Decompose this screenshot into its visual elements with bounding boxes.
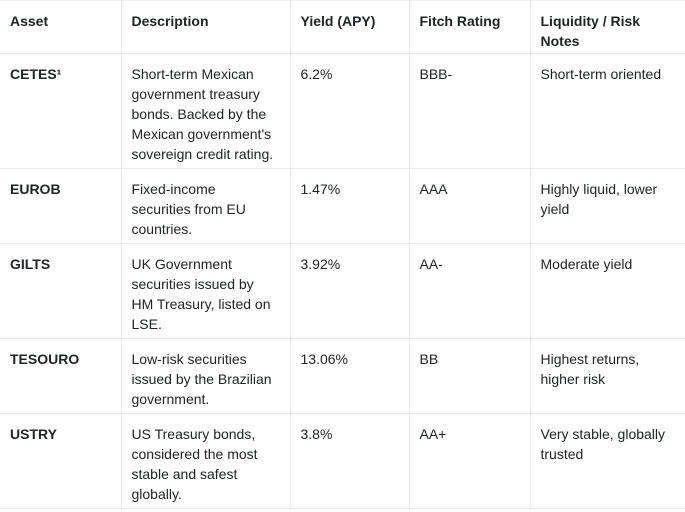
- table-row: TESOURO Low-risk securities issued by th…: [0, 338, 685, 414]
- table-row: GILTS UK Government securities issued by…: [0, 243, 685, 339]
- column-header-description: Description: [121, 0, 291, 54]
- asset-cell: CETES¹: [0, 53, 122, 169]
- asset-cell: GILTS: [0, 243, 122, 339]
- description-cell: US Treasury bonds, considered the most s…: [121, 413, 291, 509]
- description-cell: Fixed-income securities from EU countrie…: [121, 168, 291, 244]
- yield-cell: 6.2%: [290, 53, 410, 169]
- description-cell: Short-term Mexican government treasury b…: [121, 53, 291, 169]
- asset-cell: USTRY: [0, 413, 122, 509]
- yield-cell: 3.92%: [290, 243, 410, 339]
- fitch-rating-cell: AA-: [409, 243, 531, 339]
- yield-cell: 1.47%: [290, 168, 410, 244]
- fitch-rating-cell: BBB-: [409, 53, 531, 169]
- fitch-rating-cell: AA+: [409, 413, 531, 509]
- column-header-asset: Asset: [0, 0, 122, 54]
- asset-cell: EUROB: [0, 168, 122, 244]
- liquidity-notes-cell: Highly liquid, lower yield: [530, 168, 685, 244]
- description-cell: UK Government securities issued by HM Tr…: [121, 243, 291, 339]
- fitch-rating-cell: AAA: [409, 168, 531, 244]
- column-header-yield: Yield (APY): [290, 0, 410, 54]
- liquidity-notes-cell: Moderate yield: [530, 243, 685, 339]
- yield-cell: 3.8%: [290, 413, 410, 509]
- asset-cell: TESOURO: [0, 338, 122, 414]
- table-header-row: Asset Description Yield (APY) Fitch Rati…: [0, 0, 685, 54]
- table-row: CETES¹ Short-term Mexican government tre…: [0, 53, 685, 169]
- table-row: EUROB Fixed-income securities from EU co…: [0, 168, 685, 244]
- liquidity-notes-cell: Very stable, globally trusted: [530, 413, 685, 509]
- description-cell: Low-risk securities issued by the Brazil…: [121, 338, 291, 414]
- liquidity-notes-cell: Highest returns, higher risk: [530, 338, 685, 414]
- liquidity-notes-cell: Short-term oriented: [530, 53, 685, 169]
- fitch-rating-cell: BB: [409, 338, 531, 414]
- column-header-fitch-rating: Fitch Rating: [409, 0, 531, 54]
- table-row: USTRY US Treasury bonds, considered the …: [0, 413, 685, 509]
- column-header-liquidity-risk-notes: Liquidity / Risk Notes: [530, 0, 685, 54]
- yield-cell: 13.06%: [290, 338, 410, 414]
